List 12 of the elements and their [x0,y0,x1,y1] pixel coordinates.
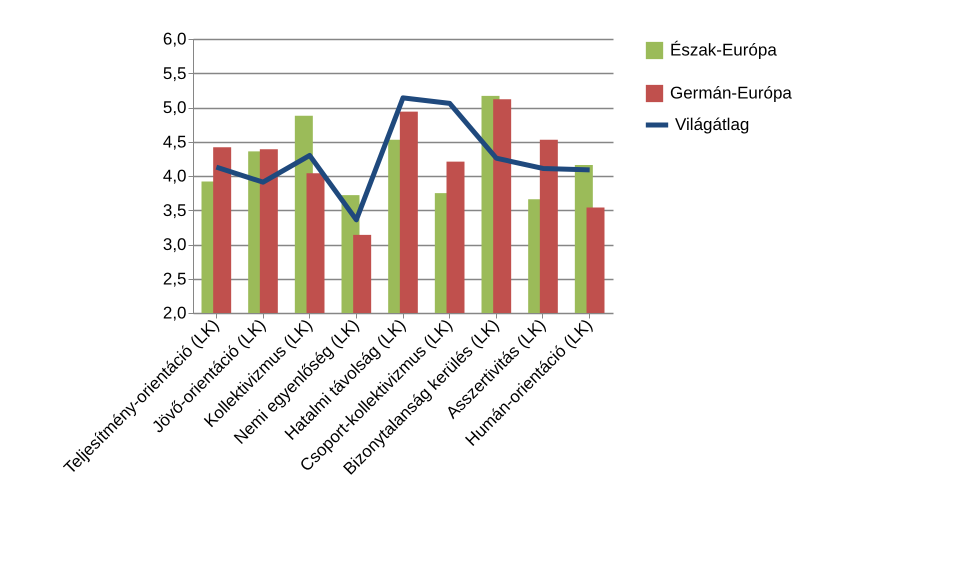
y-tick-label: 5,5 [162,64,186,83]
y-tick-label: 4,0 [162,166,186,186]
y-tick-label: 6,0 [162,30,186,48]
y-tick-label: 4,5 [162,132,186,152]
legend-label: Észak-Európa [670,40,778,60]
legend-label: Világátlag [675,115,750,134]
y-tick-label: 2,0 [162,304,186,322]
y-tick-label: 3,5 [162,200,186,220]
y-tick-label: 3,0 [162,235,186,254]
y-tick-label: 2,5 [162,269,186,288]
y-tick-label: 5,0 [162,98,186,117]
legend-label: Germán-Európa [670,84,792,102]
